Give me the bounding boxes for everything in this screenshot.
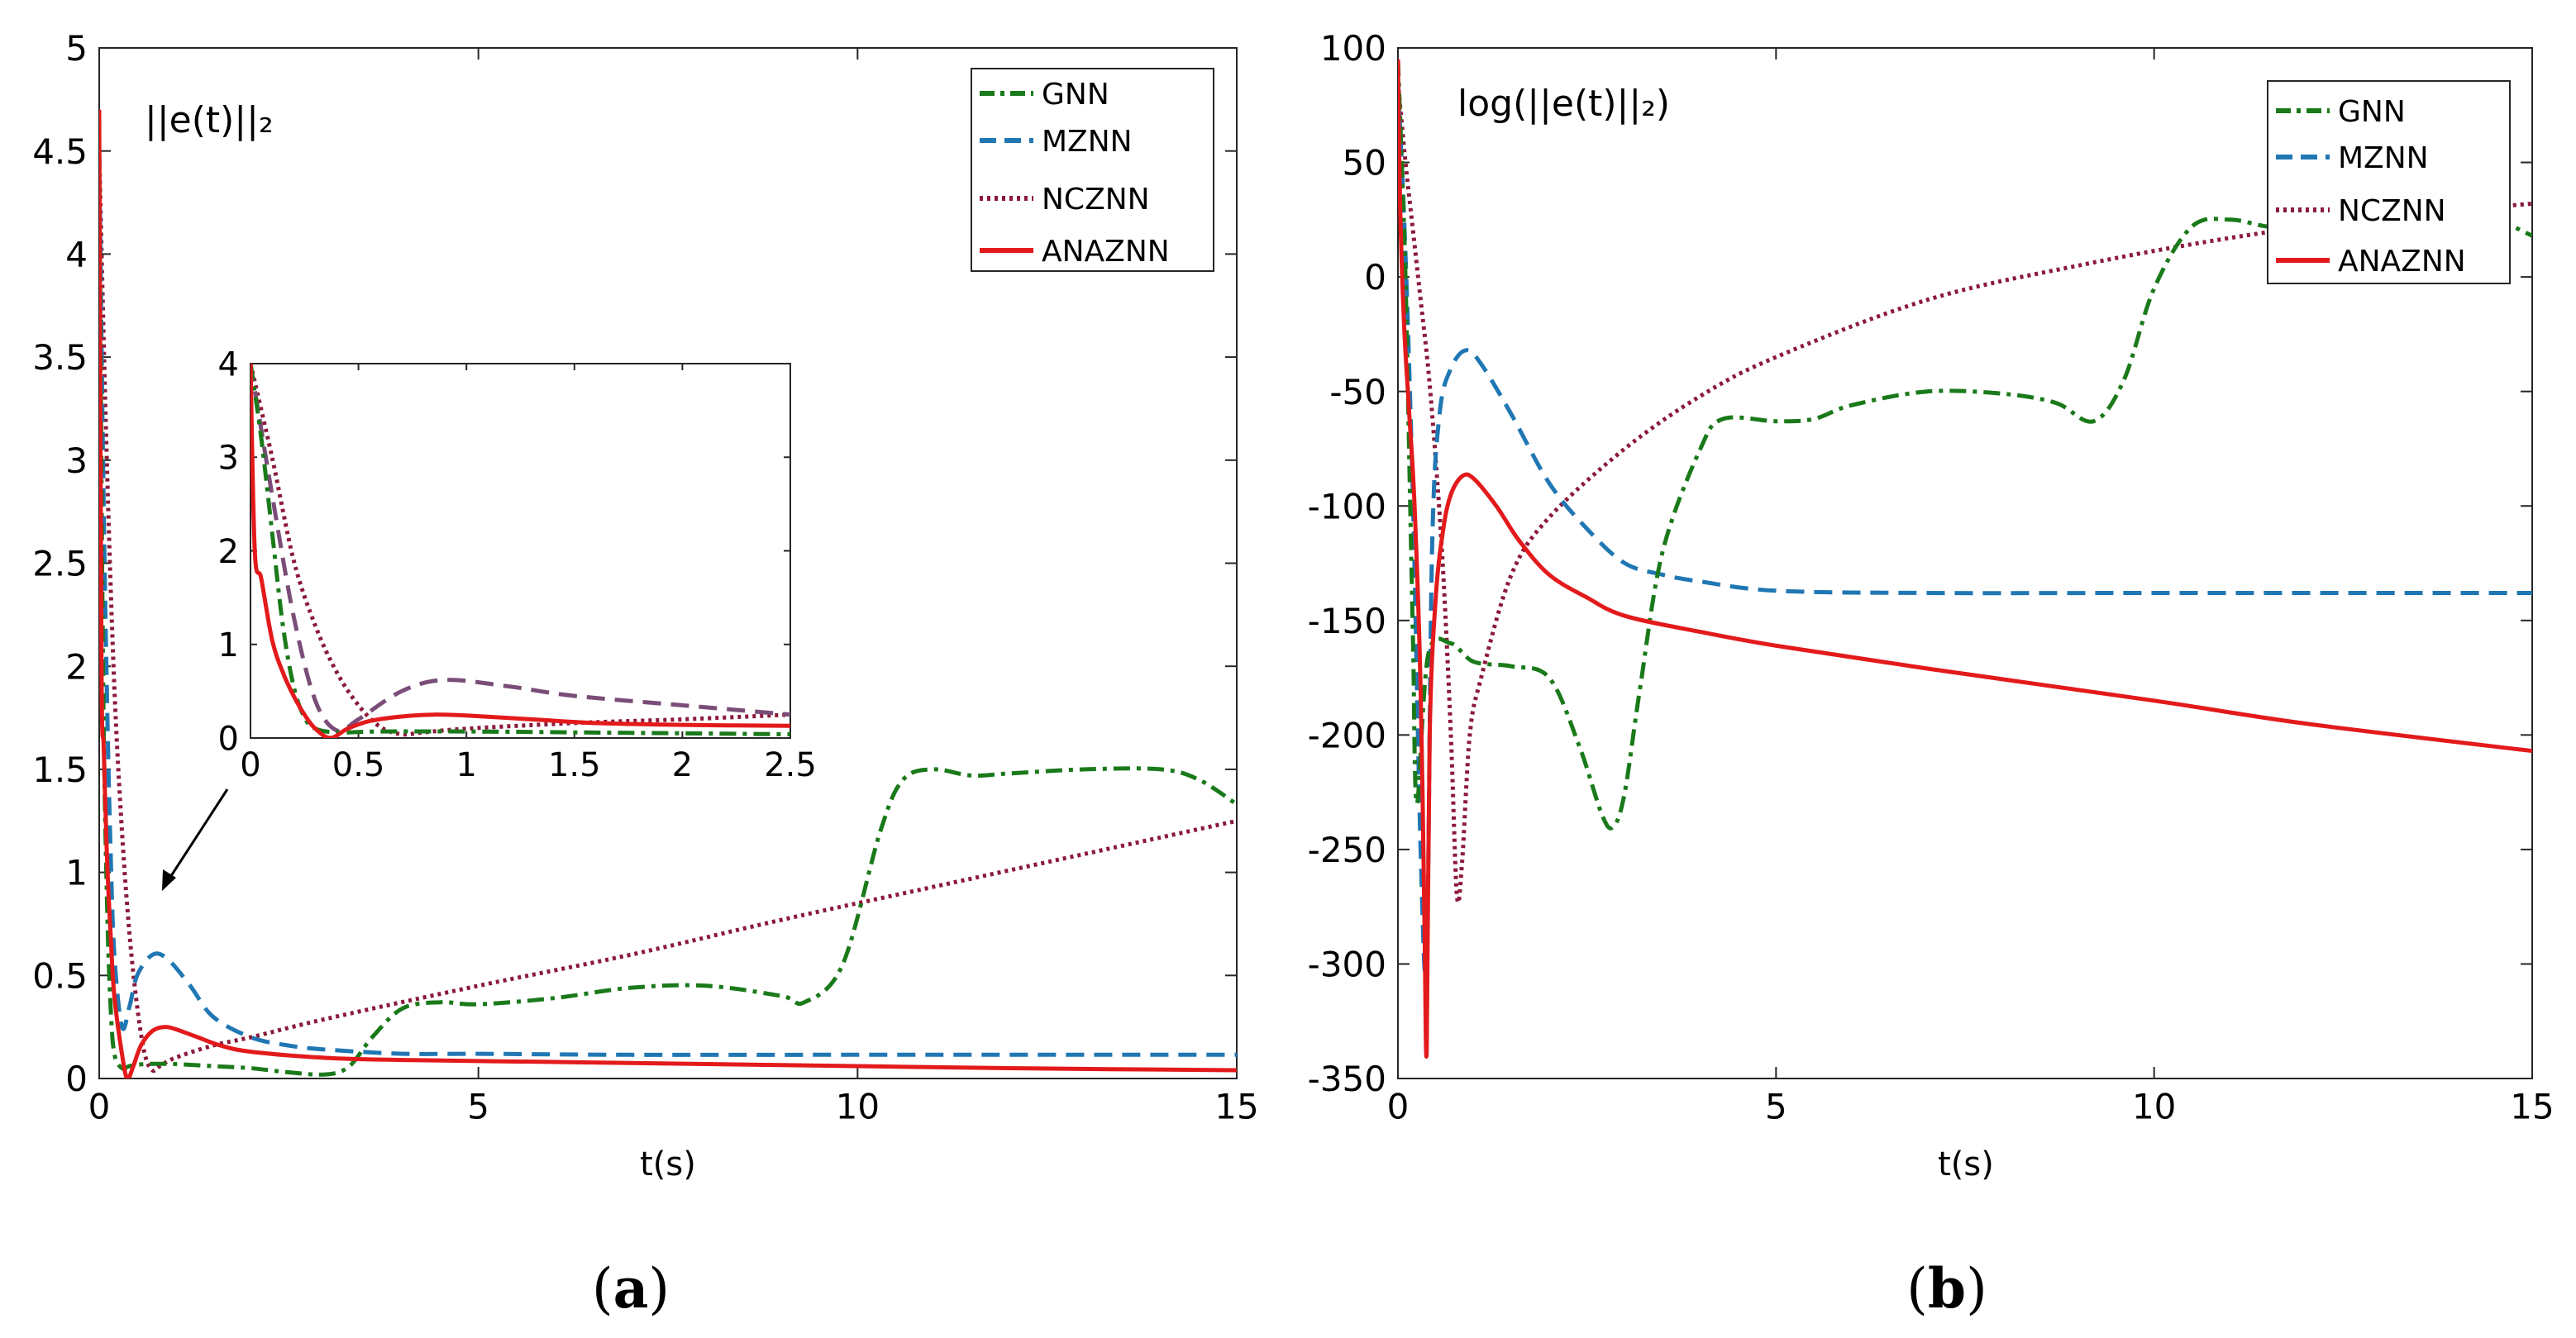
a-curve-annotation: ||e(t)||₂ [145,99,274,141]
b-line-gnn [1398,59,2532,831]
legend-a-entry-anaznn: ANAZNN [980,235,1170,269]
legend-a-label-gnn: GNN [1042,78,1109,112]
a-ytick-label-4: 2 [65,646,88,687]
b-ytick-label-9: -350 [1308,1059,1386,1099]
legend-a: GNN MZNN NCZNN ANAZNN [971,68,1214,272]
a-ytick-label-6: 3 [65,440,88,481]
b-xtick-label-0: 0 [1387,1086,1410,1126]
a-line-anaznn [99,109,1237,1078]
b-ytick-label-5: -150 [1308,601,1386,641]
legend-a-label-mznn: MZNN [1042,125,1133,159]
inset-xtick-label-3: 1.5 [548,746,601,784]
b-line-anaznn [1398,59,2532,1059]
inset-ytick-label-1: 1 [218,626,239,664]
b-x-axis-label: t(s) [1938,1145,1994,1183]
a-x-axis-label: t(s) [640,1145,696,1183]
inset-xtick-label-0: 0 [240,746,260,784]
a-xtick-label-2: 10 [836,1086,880,1126]
legend-b-label-gnn: GNN [2338,95,2406,129]
b-line-mznn [1398,82,2532,981]
inset-xtick-label-5: 2.5 [764,746,817,784]
b-xtick-label-1: 5 [1765,1086,1787,1126]
b-xtick-label-3: 15 [2510,1086,2554,1126]
inset-ytick-label-3: 3 [218,440,239,478]
a-xtick-label-1: 5 [467,1086,489,1126]
zoom-arrow-head [162,869,176,891]
inset-frame [250,363,791,739]
inset-xtick-label-1: 0.5 [332,746,385,784]
inset-ytick-label-2: 2 [218,533,239,571]
b-ytick-label-4: -100 [1308,486,1386,526]
a-ytick-label-9: 4.5 [32,131,88,172]
b-ytick-label-7: -250 [1308,830,1386,870]
a-line-mznn [99,150,1237,1057]
legend-b-entry-ncznn: NCZNN [2276,194,2446,228]
legend-b-label-ncznn: NCZNN [2338,194,2446,228]
panel-label-b-letter: b [1928,1256,1966,1321]
legend-b-entry-gnn: GNN [2276,95,2406,129]
legend-a-entry-mznn: MZNN [980,125,1133,159]
panel-label-a-close: ) [648,1257,670,1321]
b-line-ncznn [1398,82,2532,905]
b-ytick-label-0: 100 [1320,28,1386,69]
inset-tick-labels: 0 0.5 1 1.5 2 2.5 0 1 2 3 4 [218,345,817,784]
panel-label-a-open: ( [592,1257,613,1321]
panel-label-a: (a) [592,1256,670,1321]
a-ytick-label-1: 0.5 [32,955,88,996]
inset-series-lines [250,364,790,738]
legend-a-box [971,68,1214,272]
b-ytick-label-6: -200 [1308,715,1386,755]
a-xtick-label-3: 15 [1214,1086,1258,1126]
zoom-arrow-shaft [166,788,229,882]
inset-ytick-label-4: 4 [218,345,239,383]
a-ytick-label-7: 3.5 [32,337,88,378]
a-ytick-label-5: 2.5 [32,544,88,584]
b-ytick-label-3: -50 [1329,372,1386,412]
b-curve-annotation: log(||e(t)||₂) [1457,83,1670,125]
inset-line-anaznn [250,364,790,738]
a-ytick-label-0: 0 [65,1059,88,1099]
zoom-arrow [162,788,229,891]
legend-b-entry-mznn: MZNN [2276,141,2429,175]
a-series-lines [99,109,1237,1078]
legend-b-entry-anaznn: ANAZNN [2276,245,2466,279]
b-ytick-label-2: 0 [1364,257,1386,298]
panel-label-b-open: ( [1906,1257,1928,1321]
a-ytick-label-2: 1 [65,853,88,893]
legend-b-box [2267,80,2511,284]
inset-xtick-label-2: 1 [456,746,476,784]
panel-label-a-letter: a [613,1256,649,1321]
b-tick-labels: 0 5 10 15 100 50 0 -50 -100 -150 -200 -250 -300 -350 [1308,28,2555,1126]
a-line-gnn [99,150,1237,1077]
legend-a-entry-ncznn: NCZNN [980,183,1150,217]
legend-b-label-anaznn: ANAZNN [2338,245,2466,279]
b-xtick-label-2: 10 [2132,1086,2176,1126]
b-series-lines [1398,59,2532,1059]
a-line-ncznn [99,150,1237,1074]
inset-chart: 0 0.5 1 1.5 2 2.5 0 1 2 3 4 [218,345,817,784]
panel-label-b: (b) [1906,1256,1987,1321]
legend-a-label-ncznn: NCZNN [1042,183,1150,217]
legend-b: GNN MZNN NCZNN ANAZNN [2267,80,2511,284]
b-ytick-label-1: 50 [1343,143,1386,183]
legend-a-entry-gnn: GNN [980,78,1109,112]
a-xtick-label-0: 0 [88,1086,111,1126]
a-ytick-label-3: 1.5 [32,750,88,790]
b-ytick-label-8: -300 [1308,945,1386,985]
legend-a-label-anaznn: ANAZNN [1042,235,1170,269]
panel-b: 0 5 10 15100500-50-100-150-200-250-300-350 … [1308,28,2555,1321]
legend-b-label-mznn: MZNN [2338,141,2429,175]
inset-xtick-label-4: 2 [672,746,693,784]
panel-label-b-close: ) [1966,1257,1987,1321]
inset-ytick-label-0: 0 [218,720,239,758]
a-ytick-label-8: 4 [65,235,88,275]
a-ytick-label-10: 5 [65,28,88,69]
